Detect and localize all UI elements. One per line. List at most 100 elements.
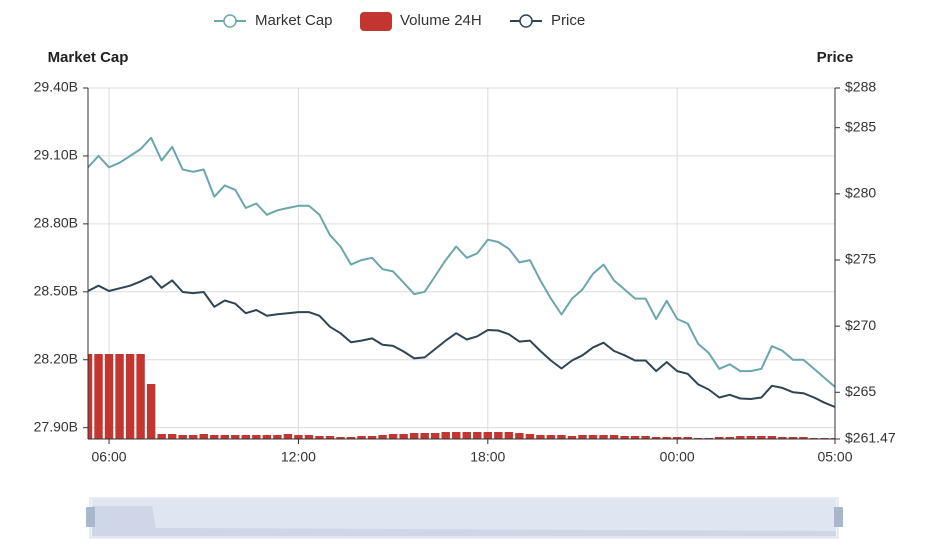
- legend: Market Cap Volume 24H Price: [214, 12, 585, 31]
- y2-tick-label: $285: [845, 118, 876, 134]
- legend-item[interactable]: Market Cap: [214, 12, 333, 29]
- bar: [409, 433, 419, 439]
- bar: [536, 435, 545, 439]
- bar: [778, 437, 787, 439]
- bar: [683, 437, 692, 439]
- bar: [189, 435, 198, 439]
- bar: [273, 435, 282, 439]
- data-zoom[interactable]: [86, 497, 843, 539]
- legend-item[interactable]: Price: [510, 12, 585, 29]
- bar: [388, 434, 398, 439]
- bar: [262, 435, 272, 439]
- x-tick-label: 05:00: [817, 449, 852, 465]
- bar: [325, 436, 335, 439]
- zoom-handle[interactable]: [834, 507, 843, 527]
- bar: [599, 435, 608, 439]
- bar: [420, 433, 429, 439]
- legend-icon: [360, 12, 392, 31]
- bar: [662, 437, 671, 439]
- y-tick-label: 29.10B: [34, 147, 78, 163]
- bar: [483, 432, 493, 439]
- legend-label: Price: [551, 12, 585, 29]
- line: [87, 275, 836, 408]
- x-tick-label: 00:00: [660, 449, 695, 465]
- zoom-window: [92, 499, 836, 537]
- bar: [104, 354, 114, 439]
- y-axis-title: Market Cap: [48, 49, 129, 66]
- x-tick-label: 12:00: [281, 449, 316, 465]
- bar: [630, 436, 640, 439]
- x-tick-label: 06:00: [92, 449, 127, 465]
- y2-tick-label: $265: [845, 383, 876, 399]
- legend-item[interactable]: Volume 24H: [360, 12, 482, 31]
- bar: [588, 435, 598, 439]
- bar: [641, 436, 650, 439]
- bar: [283, 434, 293, 439]
- bar: [715, 437, 724, 439]
- legend-label: Market Cap: [255, 12, 333, 29]
- bar: [609, 435, 619, 439]
- bar: [199, 434, 208, 439]
- bar: [210, 435, 219, 439]
- bar: [88, 354, 93, 439]
- y2-tick-label: $280: [845, 185, 876, 201]
- bar: [115, 354, 124, 439]
- bar: [473, 432, 482, 439]
- bar: [336, 437, 345, 439]
- bar: [378, 435, 387, 439]
- y2-axis-title: Price: [817, 49, 854, 66]
- bar: [620, 436, 629, 439]
- zoom-preview: [92, 506, 836, 536]
- line: [87, 136, 836, 388]
- bar: [462, 432, 471, 439]
- bar: [557, 435, 566, 439]
- bar: [294, 435, 303, 439]
- bar: [304, 435, 314, 439]
- bar: [357, 436, 366, 439]
- zoom-handle[interactable]: [86, 507, 95, 527]
- bar: [515, 433, 524, 439]
- y2-tick-label: $270: [845, 317, 876, 333]
- bar: [178, 435, 187, 439]
- bar: [767, 436, 777, 439]
- y-tick-label: 28.20B: [34, 350, 78, 366]
- bar: [504, 432, 514, 439]
- y-tick-label: 29.40B: [34, 79, 78, 95]
- bar: [788, 437, 798, 439]
- legend-label: Volume 24H: [400, 12, 482, 29]
- bar: [578, 435, 587, 439]
- bar: [367, 436, 377, 439]
- y-tick-label: 28.50B: [34, 283, 78, 299]
- bar: [757, 436, 766, 439]
- bar: [494, 432, 503, 439]
- x-tick-label: 18:00: [470, 449, 505, 465]
- bar: [399, 434, 408, 439]
- bar: [725, 437, 734, 439]
- bar: [220, 435, 229, 439]
- bar: [672, 437, 682, 439]
- bar: [167, 434, 177, 439]
- legend-icon: [223, 14, 237, 28]
- legend-icon: [519, 14, 533, 28]
- bar: [315, 436, 324, 439]
- bars: [88, 354, 835, 439]
- bar: [241, 435, 251, 439]
- bar: [651, 437, 661, 439]
- bar: [94, 354, 103, 439]
- lines: [87, 136, 836, 408]
- axes: 27.90B 28.20B 28.50B 28.80B 29.10B 29.40B $261…: [34, 79, 896, 465]
- y-tick-label: 28.80B: [34, 215, 78, 231]
- grid: [88, 87, 836, 439]
- bar: [567, 436, 577, 439]
- bar: [136, 354, 145, 439]
- bar: [146, 384, 156, 439]
- bar: [799, 437, 808, 439]
- bar: [231, 435, 240, 439]
- bar: [736, 436, 745, 439]
- bar: [546, 435, 556, 439]
- bar: [346, 437, 356, 439]
- bar: [157, 434, 166, 439]
- y2-tick-label: $288: [845, 79, 876, 95]
- bar: [441, 432, 450, 439]
